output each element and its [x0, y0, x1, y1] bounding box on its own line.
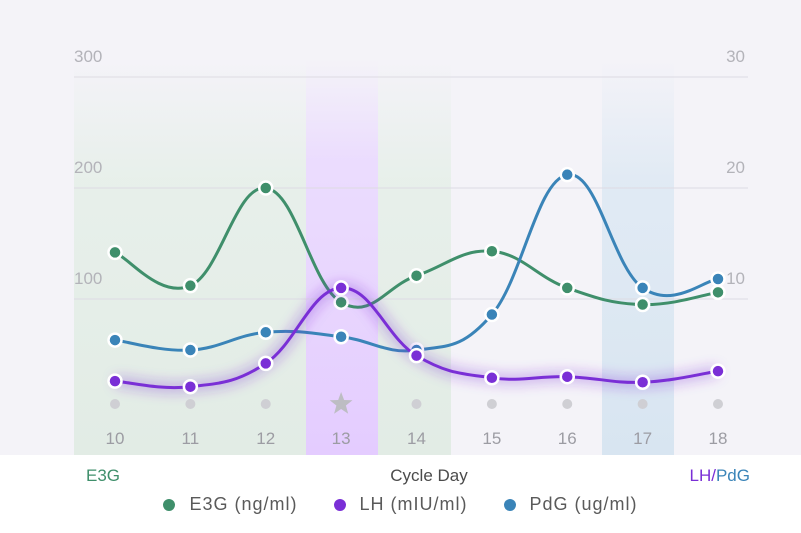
left-tick-label: 300 [74, 47, 102, 66]
legend-label-pdg: PdG (ug/ml) [529, 494, 638, 514]
data-point-e3g [258, 180, 274, 196]
data-point-lh [559, 368, 575, 385]
right-tick-label: 30 [726, 47, 745, 66]
data-point-e3g [333, 294, 349, 311]
data-point-pdg [559, 166, 575, 183]
data-point-pdg [107, 332, 123, 348]
data-point-pdg [182, 342, 199, 358]
x-tick-label: 18 [709, 429, 728, 448]
x-axis-title: Cycle Day [390, 466, 468, 485]
series-line-lh [113, 286, 720, 390]
data-point-pdg [258, 324, 274, 341]
right-axis-title-pdg: PdG [715, 466, 750, 485]
data-point-lh [333, 280, 349, 296]
legend-item-lh: LH (mIU/ml) [333, 494, 468, 515]
pdg-band [602, 60, 674, 455]
data-point-pdg [710, 271, 726, 287]
right-axis-title-separator: / [711, 466, 716, 485]
data-point-e3g [182, 277, 199, 294]
legend-item-e3g: E3G (ng/ml) [163, 494, 297, 515]
lh-surge-band [306, 60, 378, 455]
day-marker [486, 399, 497, 409]
legend-dot-lh [333, 498, 346, 511]
data-point-lh [408, 347, 425, 364]
data-point-e3g [484, 243, 500, 260]
left-axis-title: E3G [86, 466, 121, 485]
data-point-pdg [484, 306, 500, 323]
data-point-lh [182, 378, 199, 395]
series-line-pdg [113, 173, 720, 353]
data-point-e3g [107, 244, 123, 261]
right-tick-label: 10 [726, 269, 745, 288]
data-point-e3g [634, 296, 651, 313]
right-axis-title: LH/PdG [690, 466, 751, 486]
data-point-pdg [333, 328, 349, 345]
right-axis-title-lh: LH [689, 466, 712, 485]
data-point-e3g [408, 267, 425, 284]
day-marker [260, 399, 271, 409]
data-point-lh [258, 355, 274, 372]
legend-dot-e3g [163, 498, 176, 511]
day-marker [110, 399, 120, 409]
chart-plot: 300 30 200 20 100 10 10 11 12 13 14 15 16 17 18 [0, 0, 801, 455]
x-tick-label: 17 [633, 429, 652, 448]
left-tick-label: 200 [74, 158, 102, 177]
x-tick-label: 10 [106, 429, 125, 448]
right-tick-label: 20 [726, 158, 745, 177]
day-marker [637, 399, 648, 409]
data-point-lh [107, 373, 123, 389]
data-point-e3g [559, 280, 575, 296]
x-tick-label: 16 [558, 429, 577, 448]
day-marker [185, 399, 196, 409]
x-tick-label: 13 [332, 429, 351, 448]
legend-dot-pdg [503, 498, 516, 511]
legend-label-e3g: E3G (ng/ml) [189, 494, 298, 514]
data-point-lh [484, 370, 500, 386]
legend-label-lh: LH (mIU/ml) [359, 494, 468, 514]
day-marker [562, 399, 573, 409]
x-tick-label: 14 [407, 429, 426, 448]
legend: E3G (ng/ml) LH (mIU/ml) PdG (ug/ml) [0, 494, 801, 515]
x-tick-label: 15 [482, 429, 501, 448]
left-tick-label: 100 [74, 269, 102, 288]
day-marker [713, 399, 723, 409]
phase-band-post [378, 60, 451, 455]
series-line-e3g [113, 186, 720, 309]
legend-item-pdg: PdG (ug/ml) [503, 494, 638, 515]
data-point-pdg [634, 280, 651, 296]
data-point-lh [710, 363, 726, 379]
x-tick-label: 11 [182, 429, 200, 448]
data-point-e3g [710, 284, 726, 301]
data-point-lh [634, 374, 651, 390]
peak-day-star-icon [329, 392, 353, 414]
day-marker [411, 399, 422, 409]
phase-band-pre [74, 60, 306, 455]
x-tick-label: 12 [256, 429, 275, 448]
